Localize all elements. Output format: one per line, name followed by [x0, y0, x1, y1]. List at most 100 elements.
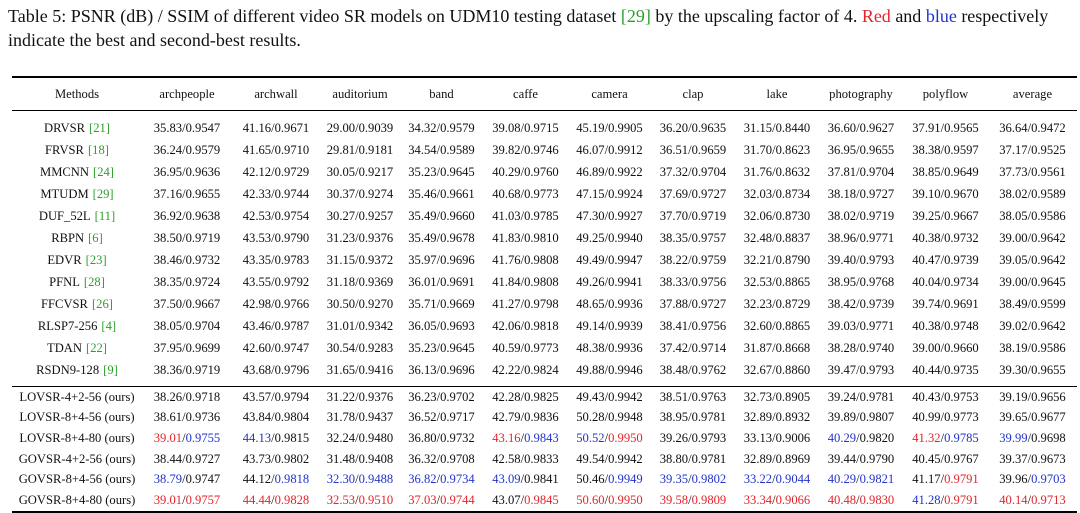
separator: /: [688, 230, 692, 245]
score-cell: 30.27/0.9257: [320, 205, 400, 227]
score-cell: 40.43/0.9753: [903, 385, 988, 408]
psnr: 40.29: [492, 164, 521, 179]
separator: /: [604, 472, 609, 487]
psnr: 38.18: [827, 186, 857, 201]
ssim: 0.9948: [608, 410, 643, 425]
separator: /: [520, 230, 525, 245]
score-cell: 37.73/0.9561: [988, 161, 1077, 183]
column-header: photography: [819, 76, 903, 111]
ssim: 0.9635: [691, 120, 727, 135]
score-cell: 38.44/0.9727: [142, 449, 232, 470]
separator: /: [271, 318, 275, 333]
separator: /: [940, 318, 945, 333]
separator: /: [772, 451, 776, 466]
ssim: 0.9768: [859, 274, 895, 289]
score-cell: 43.16/0.9843: [483, 428, 568, 449]
method-name: DRVSR: [44, 120, 85, 135]
separator: /: [688, 318, 692, 333]
separator: /: [940, 410, 945, 425]
separator: /: [182, 296, 186, 311]
psnr: 31.76: [743, 164, 773, 179]
ssim: 0.9841: [524, 472, 559, 487]
separator: /: [355, 472, 359, 487]
psnr: 32.53: [743, 274, 773, 289]
separator: /: [940, 362, 945, 377]
score-cell: 36.92/0.9638: [142, 205, 232, 227]
score-cell: 39.25/0.9667: [903, 205, 988, 227]
psnr: 50.28: [576, 410, 605, 425]
psnr: 38.42: [827, 296, 857, 311]
ssim: 0.9066: [775, 492, 811, 507]
ssim: 0.9818: [524, 318, 559, 333]
ssim: 0.9824: [524, 362, 559, 377]
score-cell: 36.05/0.9693: [400, 315, 483, 337]
score-cell: 37.42/0.9714: [651, 337, 735, 359]
separator: /: [520, 410, 525, 425]
score-cell: 33.22/0.9044: [735, 469, 819, 490]
score-cell: 32.67/0.8860: [735, 359, 819, 387]
citation: [22]: [86, 340, 107, 355]
psnr: 39.44: [827, 451, 857, 466]
psnr: 39.01: [153, 492, 183, 507]
psnr: 38.85: [912, 164, 941, 179]
ssim: 0.9642: [1031, 230, 1066, 245]
score-cell: 39.99/0.9698: [988, 428, 1077, 449]
separator: /: [772, 472, 776, 487]
separator: /: [182, 430, 186, 445]
citation: [23]: [85, 252, 107, 267]
score-cell: 31.15/0.8440: [735, 111, 819, 140]
score-cell: 31.65/0.9416: [320, 359, 400, 387]
psnr: 44.12: [242, 472, 272, 487]
ssim: 0.9372: [358, 252, 394, 267]
psnr: 41.17: [912, 472, 941, 487]
psnr: 38.05: [999, 208, 1028, 223]
separator: /: [436, 389, 441, 404]
ssim: 0.9729: [274, 164, 310, 179]
score-cell: 31.15/0.9372: [320, 249, 400, 271]
ssim: 0.9565: [944, 120, 979, 135]
method-name: DUF_52L: [38, 208, 91, 223]
separator: /: [520, 318, 525, 333]
ssim: 0.9924: [608, 186, 643, 201]
psnr: 39.25: [912, 208, 941, 223]
psnr: 38.50: [153, 230, 183, 245]
score-cell: 39.35/0.9802: [651, 469, 735, 490]
score-cell: 39.44/0.9790: [819, 449, 903, 470]
score-cell: 41.84/0.9808: [483, 271, 568, 293]
psnr: 40.47: [912, 252, 941, 267]
method-name: FFCVSR: [41, 296, 88, 311]
score-cell: 34.32/0.9579: [400, 111, 483, 140]
separator: /: [604, 208, 609, 223]
score-cell: 48.65/0.9936: [568, 293, 651, 315]
score-cell: 38.02/0.9719: [819, 205, 903, 227]
psnr: 39.10: [912, 186, 941, 201]
ssim: 0.9757: [185, 492, 221, 507]
column-header: average: [988, 76, 1077, 111]
psnr: 36.51: [659, 142, 689, 157]
ssim: 0.9791: [944, 492, 979, 507]
column-header: Methods: [12, 76, 142, 111]
ssim: 0.9744: [274, 186, 310, 201]
psnr: 32.67: [743, 362, 773, 377]
separator: /: [940, 492, 945, 507]
psnr: 39.65: [999, 410, 1028, 425]
separator: /: [355, 430, 359, 445]
score-cell: 50.52/0.9950: [568, 428, 651, 449]
ssim: 0.9767: [944, 451, 979, 466]
ssim: 0.9912: [608, 142, 643, 157]
method-cell: FRVSR [18]: [12, 139, 142, 161]
ssim: 0.9655: [1031, 362, 1066, 377]
psnr: 38.95: [659, 410, 689, 425]
separator: /: [772, 142, 776, 157]
score-cell: 37.69/0.9727: [651, 183, 735, 205]
score-cell: 38.61/0.9736: [142, 408, 232, 429]
psnr: 33.34: [743, 492, 773, 507]
psnr: 42.98: [242, 296, 272, 311]
score-cell: 47.30/0.9927: [568, 205, 651, 227]
ssim: 0.9773: [524, 340, 559, 355]
separator: /: [772, 296, 776, 311]
ssim: 0.9525: [1031, 142, 1066, 157]
score-cell: 30.37/0.9274: [320, 183, 400, 205]
psnr: 50.60: [576, 492, 605, 507]
ssim: 0.9734: [440, 472, 475, 487]
